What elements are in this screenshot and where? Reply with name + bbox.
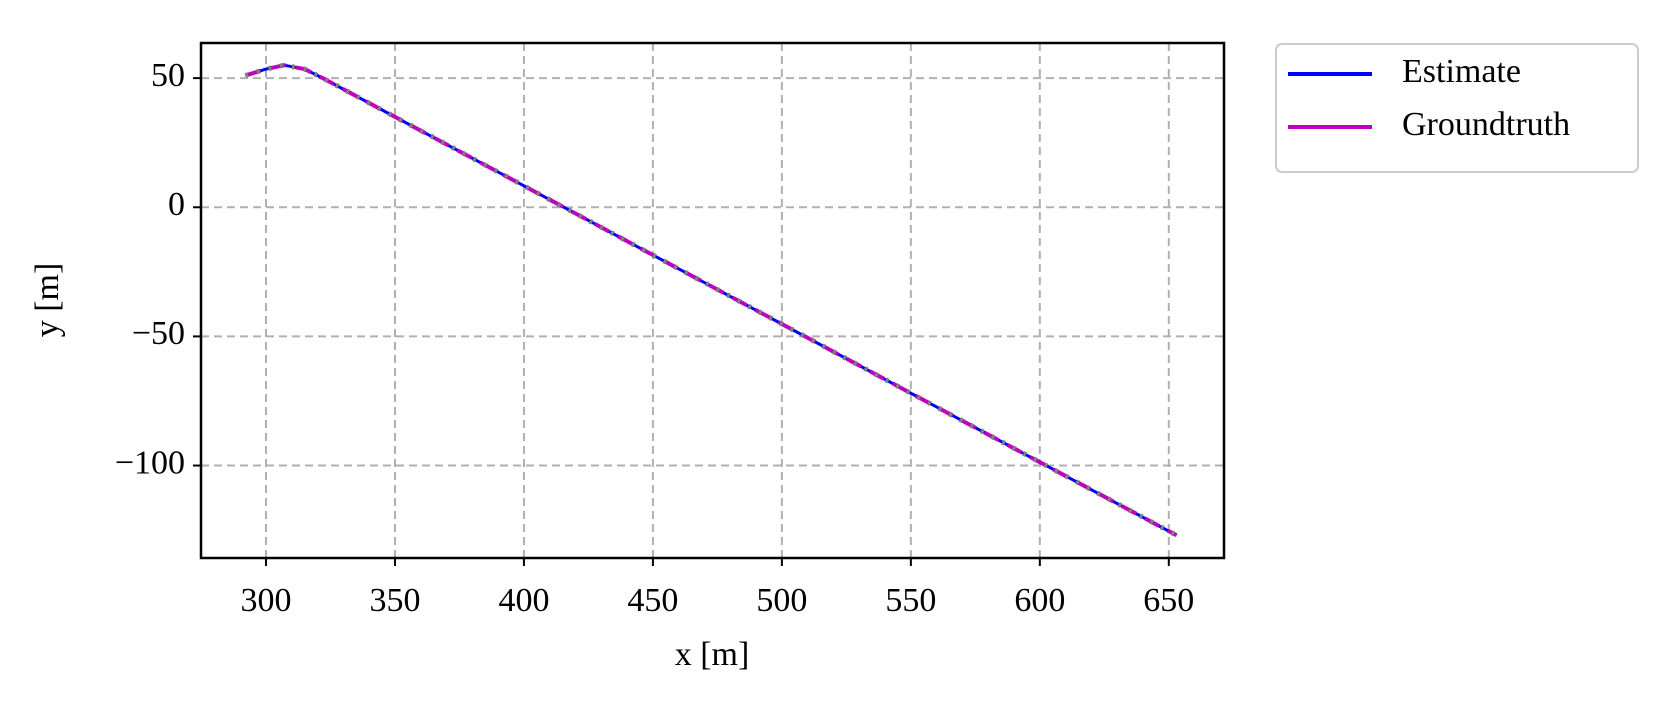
x-tick-label: 300 xyxy=(241,582,292,619)
x-tick-label: 650 xyxy=(1143,582,1194,619)
x-tick-label: 350 xyxy=(369,582,420,619)
y-axis-label: y [m] xyxy=(29,263,66,338)
legend-label: Estimate xyxy=(1402,53,1521,90)
x-tick-label: 450 xyxy=(627,582,678,619)
y-tick-label: 50 xyxy=(151,57,185,94)
x-tick-label: 550 xyxy=(885,582,936,619)
y-tick-label: −100 xyxy=(115,444,185,481)
y-tick-label: −50 xyxy=(132,315,185,352)
series-line xyxy=(244,62,1178,538)
x-tick-label: 400 xyxy=(498,582,549,619)
y-tick-label: 0 xyxy=(168,186,185,223)
legend-label: Groundtruth xyxy=(1402,106,1570,143)
x-tick-label: 600 xyxy=(1014,582,1065,619)
x-axis-label: x [m] xyxy=(675,636,750,673)
axes-frame xyxy=(199,41,1226,560)
x-tick-label: 500 xyxy=(756,582,807,619)
